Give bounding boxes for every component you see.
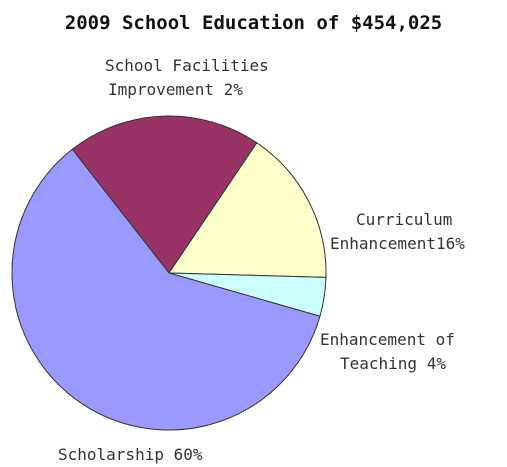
- chart-title: 2009 School Education of $454,025: [64, 12, 443, 34]
- slice-label-curriculum-line-2: Enhancement16%: [330, 234, 465, 253]
- slice-label-teaching: Enhancement of Teaching 4%: [320, 328, 455, 376]
- pie-slice-scholarship: [11, 148, 321, 431]
- slice-label-teaching-line-2: Teaching 4%: [340, 354, 446, 373]
- slice-label-facilities-line-2: Improvement 2%: [108, 80, 243, 99]
- slice-label-facilities-line-1: School Facilities: [105, 56, 269, 75]
- slice-label-scholarship: Scholarship 60%: [58, 443, 203, 467]
- pie-slice-facilities: [71, 115, 258, 274]
- slice-label-curriculum-line-1: Curriculum: [356, 210, 453, 229]
- slice-label-facilities: School Facilities Improvement 2%: [105, 54, 269, 102]
- slice-label-teaching-line-1: Enhancement of: [320, 330, 455, 349]
- slice-label-scholarship-line-1: Scholarship 60%: [58, 445, 203, 464]
- pie-slice-curriculum: [168, 142, 327, 278]
- slice-label-curriculum: Curriculum Enhancement16%: [330, 208, 465, 256]
